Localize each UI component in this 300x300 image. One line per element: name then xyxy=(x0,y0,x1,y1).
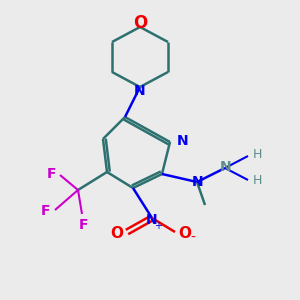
Text: F: F xyxy=(79,218,89,232)
Text: O: O xyxy=(133,14,147,32)
Text: H: H xyxy=(252,175,262,188)
Text: F: F xyxy=(41,204,51,218)
Text: O: O xyxy=(110,226,124,241)
Text: -: - xyxy=(190,231,195,245)
Text: N: N xyxy=(134,84,146,98)
Text: F: F xyxy=(46,167,56,181)
Text: +: + xyxy=(154,221,162,231)
Text: H: H xyxy=(252,148,262,161)
Text: N: N xyxy=(177,134,189,148)
Text: N: N xyxy=(192,175,204,189)
Text: N: N xyxy=(220,160,232,174)
Text: O: O xyxy=(178,226,191,241)
Text: N: N xyxy=(146,213,158,227)
